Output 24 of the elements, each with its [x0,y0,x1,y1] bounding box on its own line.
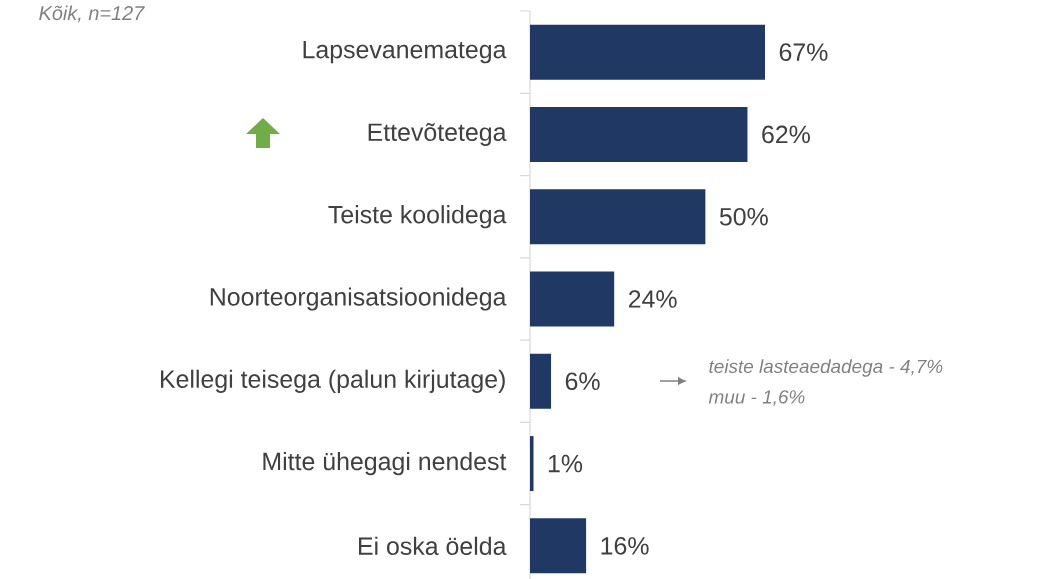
bar [530,106,748,162]
bar [530,271,615,327]
data-label: 1% [548,454,583,473]
annotation: teiste lasteaedadega - 4,7% [709,359,943,377]
data-label: 62% [762,125,810,144]
annotation: muu - 1,6% [708,390,805,406]
y-tick-label: Teiste koolidega [328,205,507,229]
data-label: 16% [601,537,649,555]
bar [530,189,706,245]
bar [530,353,552,409]
data-label: 24% [628,290,677,308]
text: Kõik, n=127 [39,5,145,23]
data-label: 6% [565,372,600,391]
y-tick-label: Ei oska öelda [358,536,507,556]
y-tick-label: Ettevõtetega [368,122,507,146]
data-label: 50% [719,207,768,226]
y-tick-label: Kellegi teisega (palun kirjutage) [161,369,505,393]
bar [530,436,534,492]
y-tick-label: Noorteorganisatsioonidega [210,287,507,311]
bar [530,24,765,80]
y-tick-label: Mitte ühegagi nendest [263,451,507,476]
y-tick-label: Lapsevanematega [303,40,507,64]
data-label: 67% [779,43,828,61]
bar [530,518,587,574]
